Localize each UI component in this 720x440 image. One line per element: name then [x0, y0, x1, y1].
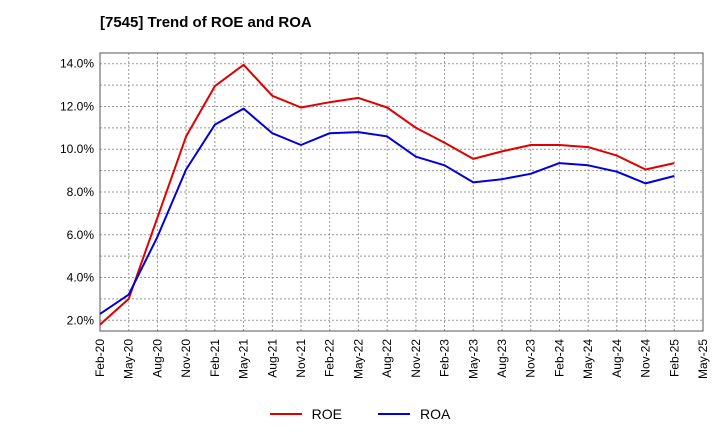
x-tick-label: Nov-21	[294, 339, 308, 378]
legend-item-roa: ROA	[378, 406, 450, 422]
x-tick-label: Nov-23	[524, 339, 538, 378]
y-tick-label: 14.0%	[60, 57, 94, 71]
y-tick-label: 6.0%	[67, 228, 95, 242]
x-tick-label: May-24	[581, 339, 595, 379]
y-tick-label: 2.0%	[67, 313, 95, 327]
x-tick-label: May-25	[696, 339, 710, 379]
series-line-roa	[99, 107, 675, 315]
x-tick-label: Nov-22	[409, 339, 423, 378]
x-tick-label: May-20	[122, 339, 136, 379]
plot-frame	[99, 52, 704, 332]
x-tick-label: May-23	[466, 339, 480, 379]
y-tick-label: 8.0%	[67, 185, 95, 199]
chart-title: [7545] Trend of ROE and ROA	[100, 14, 312, 31]
y-tick-label: 4.0%	[67, 271, 95, 285]
x-tick-label: Feb-20	[93, 339, 107, 377]
legend-label-roa: ROA	[420, 406, 451, 422]
legend-item-roe: ROE	[269, 406, 342, 422]
x-tick-label: Feb-21	[208, 339, 222, 377]
x-tick-label: Aug-24	[610, 339, 624, 378]
x-tick-label: Feb-25	[667, 339, 681, 377]
series-line-roe	[99, 63, 675, 326]
x-tick-label: Aug-22	[380, 339, 394, 378]
x-tick-label: Feb-22	[323, 339, 337, 377]
legend-label-roe: ROE	[311, 406, 342, 422]
x-tick-label: May-22	[351, 339, 365, 379]
x-tick-label: Aug-20	[150, 339, 164, 378]
x-tick-label: Nov-24	[639, 339, 653, 378]
x-tick-label: May-21	[237, 339, 251, 379]
legend-swatch-roa	[378, 413, 410, 415]
x-tick-label: Feb-24	[552, 339, 566, 377]
x-tick-label: Nov-20	[179, 339, 193, 378]
y-tick-label: 10.0%	[60, 142, 94, 156]
legend-swatch-roe	[269, 413, 302, 415]
chart-legend: ROE ROA	[0, 403, 720, 425]
x-tick-label: Aug-23	[495, 339, 509, 378]
x-tick-label: Feb-23	[438, 339, 452, 377]
x-tick-label: Aug-21	[265, 339, 279, 378]
y-tick-label: 12.0%	[60, 99, 94, 113]
